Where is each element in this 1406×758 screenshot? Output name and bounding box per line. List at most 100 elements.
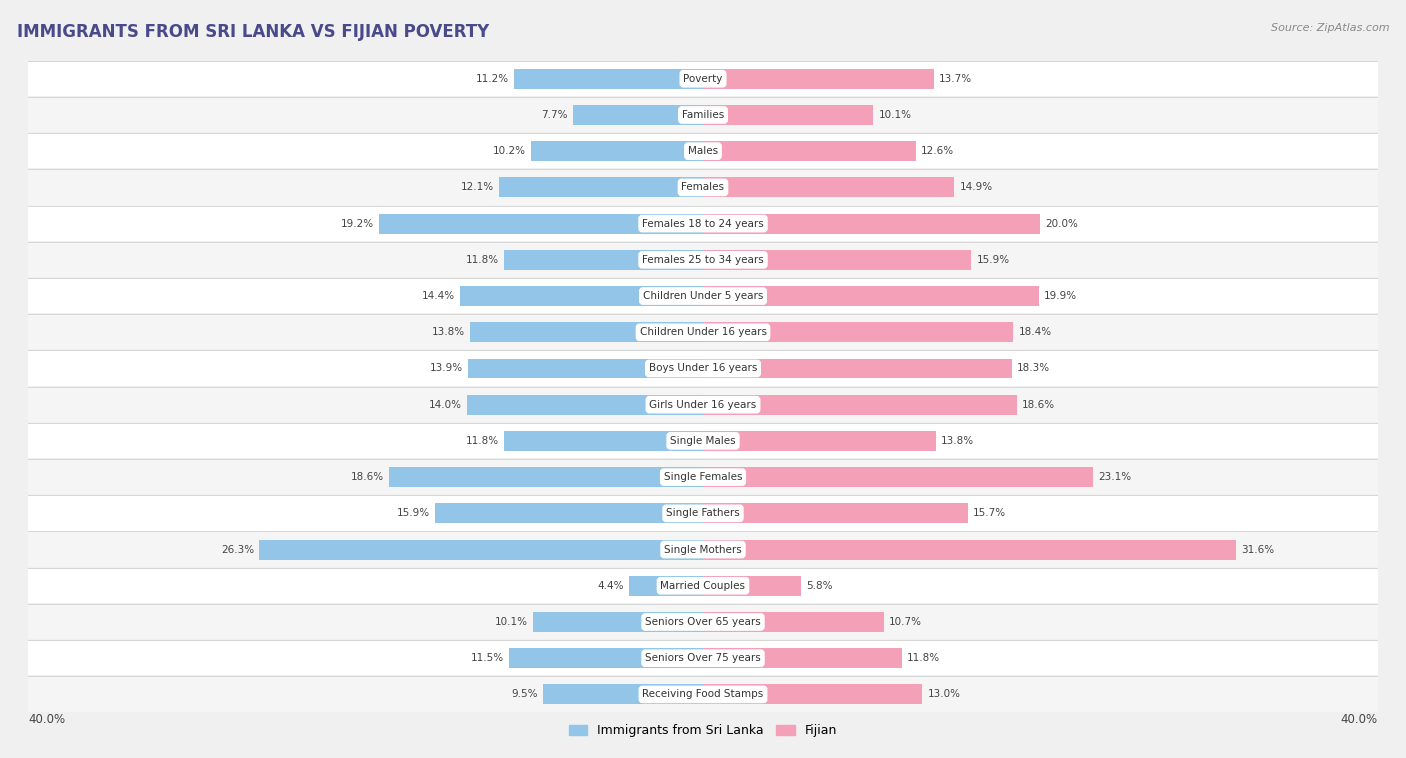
Text: 11.8%: 11.8% bbox=[465, 255, 499, 265]
Bar bbox=[533, 612, 703, 632]
Text: 23.1%: 23.1% bbox=[1098, 472, 1130, 482]
Text: Children Under 5 years: Children Under 5 years bbox=[643, 291, 763, 301]
Bar bbox=[28, 243, 1378, 277]
Text: 20.0%: 20.0% bbox=[1046, 218, 1078, 229]
Text: 40.0%: 40.0% bbox=[1341, 713, 1378, 725]
Legend: Immigrants from Sri Lanka, Fijian: Immigrants from Sri Lanka, Fijian bbox=[564, 719, 842, 742]
Bar bbox=[28, 568, 1378, 603]
Bar bbox=[503, 431, 703, 451]
Text: Poverty: Poverty bbox=[683, 74, 723, 83]
Text: 13.8%: 13.8% bbox=[941, 436, 974, 446]
Bar bbox=[703, 105, 873, 125]
Bar bbox=[703, 214, 1040, 233]
Bar bbox=[434, 503, 703, 523]
Text: Seniors Over 75 years: Seniors Over 75 years bbox=[645, 653, 761, 663]
Text: 18.6%: 18.6% bbox=[1022, 399, 1054, 409]
Text: 10.1%: 10.1% bbox=[879, 110, 911, 120]
Text: 40.0%: 40.0% bbox=[28, 713, 65, 725]
Text: 10.7%: 10.7% bbox=[889, 617, 921, 627]
Bar bbox=[703, 69, 934, 89]
Text: 12.6%: 12.6% bbox=[921, 146, 953, 156]
Bar bbox=[703, 684, 922, 704]
Bar bbox=[467, 395, 703, 415]
Bar bbox=[703, 286, 1039, 306]
Bar bbox=[703, 431, 936, 451]
Bar bbox=[703, 612, 883, 632]
Bar bbox=[28, 605, 1378, 639]
Text: Families: Families bbox=[682, 110, 724, 120]
Bar bbox=[28, 351, 1378, 386]
Text: 15.7%: 15.7% bbox=[973, 509, 1007, 518]
Text: 13.0%: 13.0% bbox=[928, 690, 960, 700]
Text: Females: Females bbox=[682, 183, 724, 193]
Bar bbox=[703, 250, 972, 270]
Bar bbox=[468, 359, 703, 378]
Text: 19.9%: 19.9% bbox=[1043, 291, 1077, 301]
Bar bbox=[703, 467, 1092, 487]
Bar bbox=[28, 387, 1378, 422]
Bar bbox=[28, 171, 1378, 205]
Text: 15.9%: 15.9% bbox=[396, 509, 430, 518]
Text: Single Females: Single Females bbox=[664, 472, 742, 482]
Text: 11.8%: 11.8% bbox=[465, 436, 499, 446]
Text: 18.6%: 18.6% bbox=[352, 472, 384, 482]
Bar bbox=[703, 177, 955, 197]
Bar bbox=[703, 503, 967, 523]
Bar bbox=[28, 460, 1378, 494]
Text: Females 18 to 24 years: Females 18 to 24 years bbox=[643, 218, 763, 229]
Bar bbox=[259, 540, 703, 559]
Text: 31.6%: 31.6% bbox=[1241, 544, 1274, 555]
Bar bbox=[703, 141, 915, 161]
Bar bbox=[389, 467, 703, 487]
Bar bbox=[543, 684, 703, 704]
Bar bbox=[515, 69, 703, 89]
Bar bbox=[380, 214, 703, 233]
Text: 9.5%: 9.5% bbox=[512, 690, 537, 700]
Bar bbox=[28, 61, 1378, 96]
Text: Females 25 to 34 years: Females 25 to 34 years bbox=[643, 255, 763, 265]
Bar bbox=[28, 279, 1378, 313]
Text: 12.1%: 12.1% bbox=[461, 183, 494, 193]
Text: 19.2%: 19.2% bbox=[340, 218, 374, 229]
Bar bbox=[574, 105, 703, 125]
Bar bbox=[460, 286, 703, 306]
Bar bbox=[28, 424, 1378, 458]
Text: 15.9%: 15.9% bbox=[976, 255, 1010, 265]
Bar bbox=[509, 648, 703, 668]
Bar bbox=[703, 540, 1236, 559]
Bar bbox=[703, 359, 1012, 378]
Text: 13.8%: 13.8% bbox=[432, 327, 465, 337]
Text: IMMIGRANTS FROM SRI LANKA VS FIJIAN POVERTY: IMMIGRANTS FROM SRI LANKA VS FIJIAN POVE… bbox=[17, 23, 489, 41]
Text: Girls Under 16 years: Girls Under 16 years bbox=[650, 399, 756, 409]
Text: 10.1%: 10.1% bbox=[495, 617, 527, 627]
Bar bbox=[28, 641, 1378, 675]
Text: Single Fathers: Single Fathers bbox=[666, 509, 740, 518]
Text: Receiving Food Stamps: Receiving Food Stamps bbox=[643, 690, 763, 700]
Text: 18.3%: 18.3% bbox=[1017, 364, 1050, 374]
Bar bbox=[628, 576, 703, 596]
Text: 13.9%: 13.9% bbox=[430, 364, 464, 374]
Text: 7.7%: 7.7% bbox=[541, 110, 568, 120]
Bar bbox=[28, 532, 1378, 567]
Text: Source: ZipAtlas.com: Source: ZipAtlas.com bbox=[1271, 23, 1389, 33]
Bar bbox=[28, 98, 1378, 132]
Text: 11.5%: 11.5% bbox=[471, 653, 503, 663]
Text: 5.8%: 5.8% bbox=[806, 581, 832, 590]
Text: Seniors Over 65 years: Seniors Over 65 years bbox=[645, 617, 761, 627]
Text: 10.2%: 10.2% bbox=[494, 146, 526, 156]
Text: Children Under 16 years: Children Under 16 years bbox=[640, 327, 766, 337]
Text: Males: Males bbox=[688, 146, 718, 156]
Bar bbox=[28, 677, 1378, 712]
Text: Single Mothers: Single Mothers bbox=[664, 544, 742, 555]
Text: Boys Under 16 years: Boys Under 16 years bbox=[648, 364, 758, 374]
Text: Married Couples: Married Couples bbox=[661, 581, 745, 590]
Text: 14.4%: 14.4% bbox=[422, 291, 456, 301]
Bar bbox=[503, 250, 703, 270]
Bar bbox=[703, 648, 903, 668]
Bar bbox=[703, 395, 1017, 415]
Bar bbox=[470, 322, 703, 342]
Text: 14.9%: 14.9% bbox=[959, 183, 993, 193]
Bar bbox=[28, 134, 1378, 168]
Text: 14.0%: 14.0% bbox=[429, 399, 461, 409]
Text: 11.8%: 11.8% bbox=[907, 653, 941, 663]
